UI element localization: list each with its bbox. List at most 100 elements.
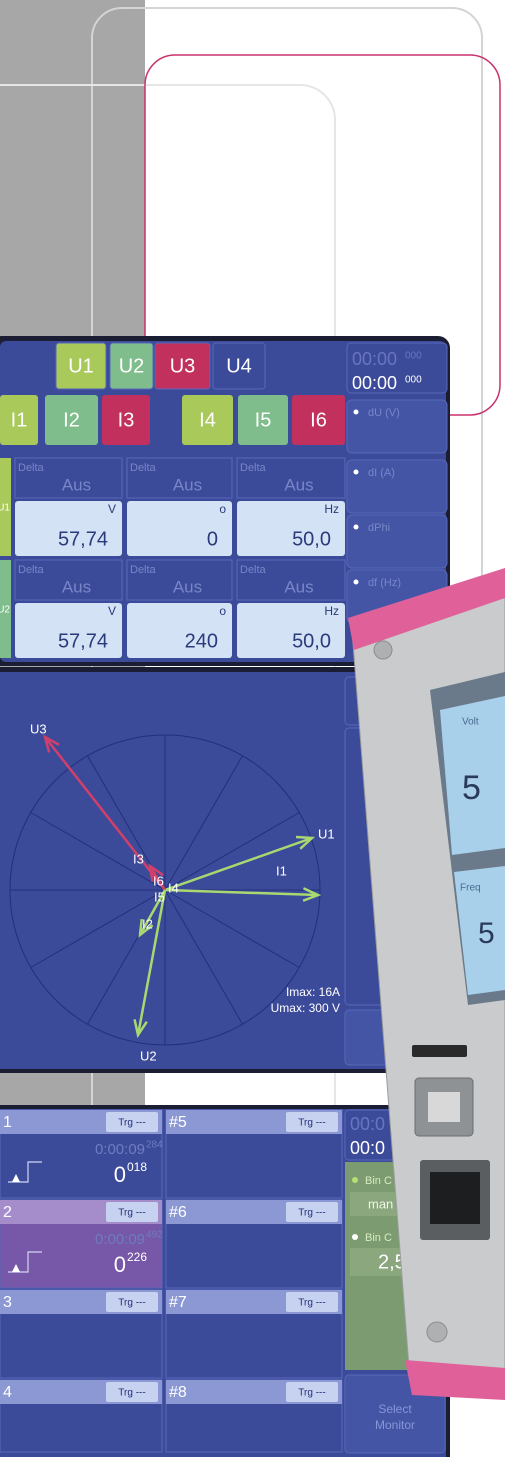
- trigger: Trg ---: [298, 1208, 325, 1219]
- trigger-box: [286, 1112, 338, 1132]
- phasor-head: [302, 887, 322, 902]
- phasor-head: [295, 835, 316, 850]
- delta-caption: Delta: [18, 462, 45, 474]
- polar-spoke: [164, 889, 243, 1025]
- polar-spoke: [164, 889, 300, 968]
- select-label: Monitor: [375, 1418, 415, 1432]
- delta-cell: [14, 559, 123, 601]
- unit: o: [219, 604, 226, 618]
- device-rim-bottom: [405, 1360, 505, 1400]
- value-cell: [237, 603, 345, 658]
- delta-state: Aus: [284, 577, 313, 596]
- bin-value: 2,5: [378, 1251, 406, 1273]
- umax: Umax: 300 V: [271, 1001, 340, 1015]
- unit: Hz: [324, 502, 339, 516]
- channel-name: 4: [3, 1384, 12, 1401]
- ethernet-socket: [430, 1172, 480, 1224]
- phasor-label: I4: [168, 880, 179, 895]
- current-tab-label: I6: [310, 409, 327, 431]
- phasor-label: I6: [153, 873, 164, 888]
- side-button: [346, 514, 448, 569]
- current-tab-label: I3: [118, 409, 135, 431]
- device-screen-top: [440, 696, 505, 855]
- usb-socket: [428, 1092, 460, 1122]
- delta-state: Aus: [173, 475, 202, 494]
- screw: [426, 1321, 448, 1343]
- device-label: 5: [478, 917, 495, 950]
- trigger-box: [106, 1382, 158, 1402]
- side-button: [346, 399, 448, 454]
- value-cell: [15, 603, 122, 658]
- delta-cell: [236, 457, 346, 499]
- voltage-tab: [109, 342, 154, 390]
- phasor-label: I3: [133, 851, 144, 866]
- value: 50,0: [292, 528, 331, 550]
- channel-name: #5: [169, 1114, 187, 1131]
- elapsed: 0:00:09: [95, 1141, 145, 1158]
- bullet: [353, 469, 359, 475]
- side-button-label: df (Hz): [368, 577, 401, 589]
- step-arrow: [12, 1264, 20, 1272]
- row-label-text: U1: [0, 503, 10, 514]
- channel-name: 3: [3, 1294, 12, 1311]
- delta-cell: [126, 457, 233, 499]
- phasor-head: [43, 734, 60, 753]
- phasor: [164, 888, 319, 897]
- delta-caption: Delta: [130, 564, 157, 576]
- side-button-label: dPhi: [368, 522, 390, 534]
- phasor-head: [133, 1019, 148, 1039]
- delta-caption: Delta: [240, 462, 267, 474]
- phasor-label: U3: [30, 721, 47, 736]
- bullet: [353, 409, 359, 415]
- row-label-text: U2: [0, 605, 10, 616]
- time-faded: 00:00: [352, 349, 397, 369]
- step-arrow: [12, 1174, 20, 1182]
- current-tab: [0, 395, 38, 445]
- phasor-label: U2: [140, 1048, 157, 1063]
- polar-spoke: [164, 812, 300, 891]
- side-button-label: dI (A): [368, 467, 395, 479]
- voltage-tab: [55, 342, 107, 390]
- trigger: Trg ---: [298, 1388, 325, 1399]
- value: 57,74: [58, 528, 108, 550]
- value-cell: [237, 501, 345, 556]
- value: 50,0: [292, 630, 331, 652]
- trigger: Trg ---: [298, 1298, 325, 1309]
- phasor-label: U1: [318, 826, 335, 841]
- polar-spoke: [30, 889, 166, 968]
- polar-spoke: [164, 755, 243, 891]
- trigger-box: [106, 1112, 158, 1132]
- phasor: [44, 736, 166, 891]
- polar-spoke: [30, 812, 166, 891]
- current-tab: [45, 395, 98, 445]
- current-tab: [102, 395, 150, 445]
- trigger: Trg ---: [118, 1298, 145, 1309]
- trigger-box: [286, 1292, 338, 1312]
- phasor-head: [148, 863, 164, 882]
- side-button-label: dU (V): [368, 407, 400, 419]
- phasor-head: [138, 918, 154, 938]
- select-label: Select: [378, 1402, 412, 1416]
- trigger-box: [106, 1202, 158, 1222]
- led-slot: [412, 1045, 467, 1057]
- delta-state: Aus: [284, 475, 313, 494]
- trigger-box: [106, 1292, 158, 1312]
- value-cell: [127, 603, 232, 658]
- count: 0: [114, 1162, 126, 1187]
- trigger-box: [286, 1202, 338, 1222]
- device-screen-bottom: [454, 866, 505, 995]
- delta-state: Aus: [62, 475, 91, 494]
- device-label: Freq: [460, 883, 481, 894]
- bin-label: Bin C: [365, 1175, 392, 1187]
- delta-cell: [126, 559, 233, 601]
- trigger-box: [286, 1382, 338, 1402]
- phasor: [148, 865, 167, 891]
- current-tab-label: I1: [11, 409, 28, 431]
- delta-caption: Delta: [240, 564, 267, 576]
- bullet: [352, 1234, 358, 1240]
- delta-caption: Delta: [130, 462, 157, 474]
- count: 0: [114, 1252, 126, 1277]
- unit: o: [219, 502, 226, 516]
- voltage-tab-label: U4: [226, 355, 252, 377]
- side-button: [346, 459, 448, 514]
